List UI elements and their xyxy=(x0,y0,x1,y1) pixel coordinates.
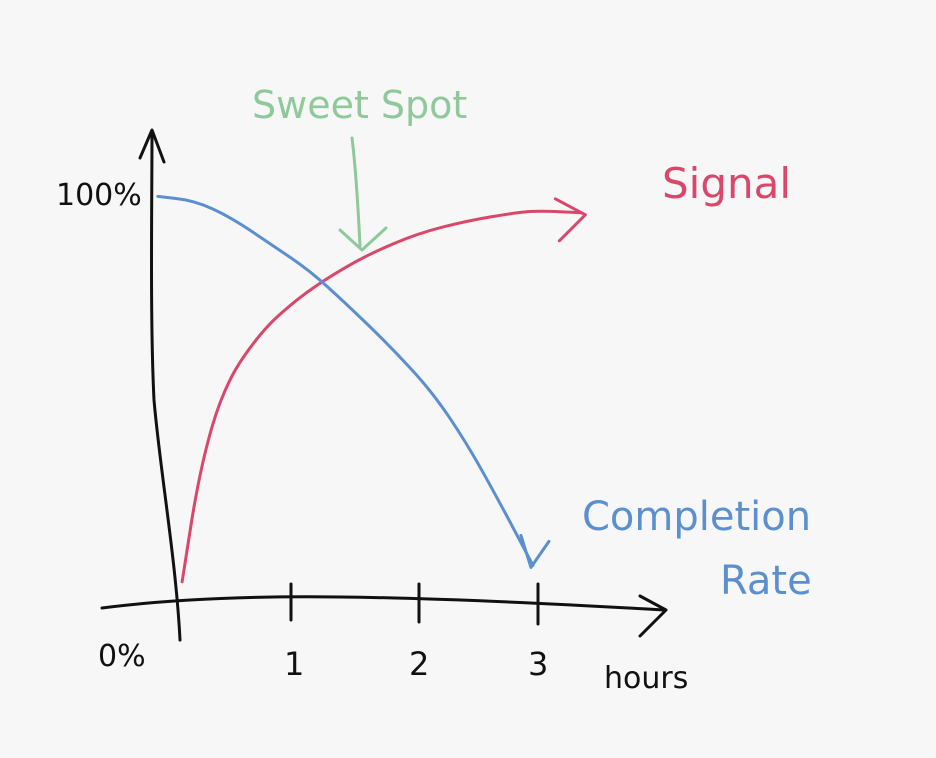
y-tick-label-100: 100% xyxy=(56,178,142,213)
completion-rate-series-label-line-2: Rate xyxy=(720,558,812,604)
signal-arrowhead xyxy=(553,197,587,243)
x-tick-label-2: 2 xyxy=(409,645,429,683)
x-axis-arrowhead xyxy=(638,594,668,638)
completion-rate-series-line xyxy=(156,194,535,567)
sweet-spot-arrow xyxy=(350,136,362,248)
x-tick-label-3: 3 xyxy=(528,645,548,683)
x-tick-label-1: 1 xyxy=(284,645,304,683)
signal-series-line xyxy=(180,209,583,584)
x-axis-label: hours xyxy=(604,661,688,696)
completion-rate-arrowhead xyxy=(519,533,551,569)
y-axis-arrowhead xyxy=(138,128,166,164)
signal-series-label: Signal xyxy=(662,159,791,208)
sweet-spot-arrowhead xyxy=(338,226,388,252)
x-axis-line xyxy=(100,595,666,612)
y-axis-line xyxy=(150,130,182,642)
y-tick-label-0: 0% xyxy=(98,639,146,674)
completion-rate-series-label: Completion xyxy=(582,494,811,540)
sweet-spot-annotation-label: Sweet Spot xyxy=(252,83,467,127)
